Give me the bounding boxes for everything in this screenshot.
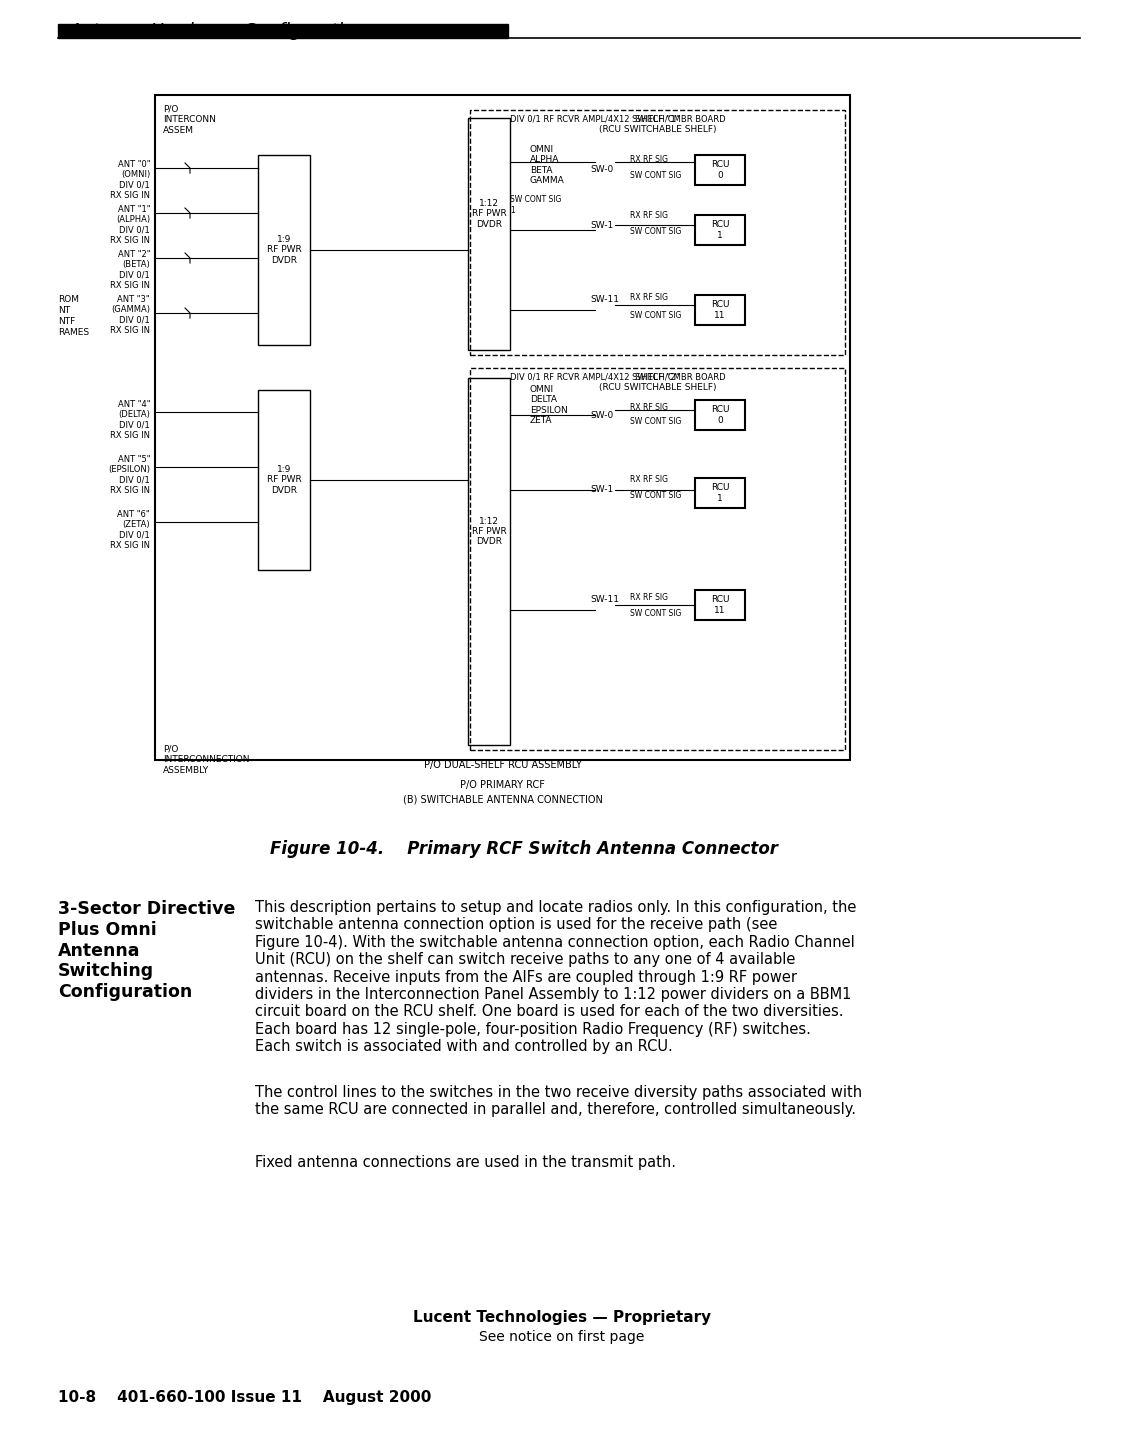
Text: NTF: NTF <box>58 317 75 326</box>
Text: 1:9
RF PWR
DVDR: 1:9 RF PWR DVDR <box>267 235 302 265</box>
Text: 1:12
RF PWR
DVDR: 1:12 RF PWR DVDR <box>471 516 506 546</box>
Text: SHELF "2"
(RCU SWITCHABLE SHELF): SHELF "2" (RCU SWITCHABLE SHELF) <box>598 373 717 392</box>
Text: RX RF SIG: RX RF SIG <box>630 293 668 303</box>
Text: See notice on first page: See notice on first page <box>479 1330 645 1344</box>
Bar <box>155 94 850 759</box>
Text: SHELF "1"
(RCU SWITCHABLE SHELF): SHELF "1" (RCU SWITCHABLE SHELF) <box>598 114 717 134</box>
Text: SW-1: SW-1 <box>590 220 613 229</box>
Text: SW CONT SIG: SW CONT SIG <box>630 418 682 426</box>
Text: SW-0: SW-0 <box>590 410 613 419</box>
Text: 10-8    401-660-100 Issue 11    August 2000: 10-8 401-660-100 Issue 11 August 2000 <box>58 1390 431 1406</box>
Text: ANT "4"
(DELTA)
DIV 0/1
RX SIG IN: ANT "4" (DELTA) DIV 0/1 RX SIG IN <box>110 400 150 440</box>
Text: RCU
1: RCU 1 <box>711 220 729 240</box>
Text: RCU
0: RCU 0 <box>711 160 729 180</box>
Text: P/O DUAL-SHELF RCU ASSEMBLY: P/O DUAL-SHELF RCU ASSEMBLY <box>423 759 582 769</box>
Text: Fixed antenna connections are used in the transmit path.: Fixed antenna connections are used in th… <box>255 1155 676 1170</box>
Text: 1:9
RF PWR
DVDR: 1:9 RF PWR DVDR <box>267 465 302 495</box>
Bar <box>470 110 845 355</box>
Text: ANT "6"
(ZETA)
DIV 0/1
RX SIG IN: ANT "6" (ZETA) DIV 0/1 RX SIG IN <box>110 511 150 551</box>
Text: SW CONT SIG: SW CONT SIG <box>630 492 682 500</box>
Text: ANT "5"
(EPSILON)
DIV 0/1
RX SIG IN: ANT "5" (EPSILON) DIV 0/1 RX SIG IN <box>108 455 150 495</box>
Text: OMNI
ALPHA
BETA
GAMMA: OMNI ALPHA BETA GAMMA <box>530 144 565 186</box>
Text: RCU
11: RCU 11 <box>711 300 729 320</box>
Text: ROM: ROM <box>58 295 79 305</box>
Text: (B) SWITCHABLE ANTENNA CONNECTION: (B) SWITCHABLE ANTENNA CONNECTION <box>403 795 603 805</box>
Text: SW CONT SIG: SW CONT SIG <box>630 170 682 180</box>
Bar <box>695 154 745 184</box>
Text: RX RF SIG: RX RF SIG <box>630 403 668 412</box>
Bar <box>695 214 745 245</box>
Text: SW CONT SIG: SW CONT SIG <box>630 227 682 236</box>
Bar <box>58 24 508 39</box>
Bar <box>468 119 510 350</box>
Text: Lucent Technologies — Proprietary: Lucent Technologies — Proprietary <box>413 1310 711 1326</box>
Text: DIV 0/1 RF RCVR AMPL/4X12 SWITCH/CMBR BOARD: DIV 0/1 RF RCVR AMPL/4X12 SWITCH/CMBR BO… <box>510 114 726 124</box>
Text: SW CONT SIG: SW CONT SIG <box>630 609 682 619</box>
Text: P/O
INTERCONN
ASSEM: P/O INTERCONN ASSEM <box>163 104 216 134</box>
Text: P/O
INTERCONNECTION
ASSEMBLY: P/O INTERCONNECTION ASSEMBLY <box>163 745 250 775</box>
Bar <box>695 400 745 430</box>
Text: SW-0: SW-0 <box>590 166 613 174</box>
Text: OMNI
DELTA
EPSILON
ZETA: OMNI DELTA EPSILON ZETA <box>530 385 568 425</box>
Text: NT: NT <box>58 306 70 315</box>
Text: Figure 10-4.    Primary RCF Switch Antenna Connector: Figure 10-4. Primary RCF Switch Antenna … <box>270 839 778 858</box>
Bar <box>470 368 845 749</box>
Text: ANT "1"
(ALPHA)
DIV 0/1
RX SIG IN: ANT "1" (ALPHA) DIV 0/1 RX SIG IN <box>110 204 150 245</box>
Text: This description pertains to setup and locate radios only. In this configuration: This description pertains to setup and l… <box>255 899 856 1054</box>
Bar <box>258 154 310 345</box>
Text: RX RF SIG: RX RF SIG <box>630 476 668 485</box>
Text: DIV 0/1 RF RCVR AMPL/4X12 SWITCH/CMBR BOARD: DIV 0/1 RF RCVR AMPL/4X12 SWITCH/CMBR BO… <box>510 373 726 382</box>
Text: SW CONT SIG
1: SW CONT SIG 1 <box>510 196 561 214</box>
Text: ANT "2"
(BETA)
DIV 0/1
RX SIG IN: ANT "2" (BETA) DIV 0/1 RX SIG IN <box>110 250 150 290</box>
Text: RAMES: RAMES <box>58 327 89 337</box>
Text: P/O PRIMARY RCF: P/O PRIMARY RCF <box>460 779 544 789</box>
Text: RCU
0: RCU 0 <box>711 405 729 425</box>
Text: ANT "0"
(OMNI)
DIV 0/1
RX SIG IN: ANT "0" (OMNI) DIV 0/1 RX SIG IN <box>110 160 150 200</box>
Text: SW-11: SW-11 <box>590 296 619 305</box>
Text: 3-Sector Directive
Plus Omni
Antenna
Switching
Configuration: 3-Sector Directive Plus Omni Antenna Swi… <box>58 899 235 1001</box>
Text: SW CONT SIG: SW CONT SIG <box>630 310 682 319</box>
Bar <box>695 591 745 621</box>
Bar <box>695 478 745 508</box>
Text: SW-1: SW-1 <box>590 486 613 495</box>
Bar <box>695 295 745 325</box>
Text: RX RF SIG: RX RF SIG <box>630 593 668 602</box>
Text: SW-11: SW-11 <box>590 595 619 605</box>
Bar <box>258 390 310 571</box>
Bar <box>468 378 510 745</box>
Text: RX RF SIG: RX RF SIG <box>630 156 668 164</box>
Text: RCU
1: RCU 1 <box>711 483 729 503</box>
Text: RX RF SIG: RX RF SIG <box>630 210 668 219</box>
Text: ANT "3"
(GAMMA)
DIV 0/1
RX SIG IN: ANT "3" (GAMMA) DIV 0/1 RX SIG IN <box>110 295 150 335</box>
Text: 1:12
RF PWR
DVDR: 1:12 RF PWR DVDR <box>471 199 506 229</box>
Text: The control lines to the switches in the two receive diversity paths associated : The control lines to the switches in the… <box>255 1085 862 1117</box>
Text: RCU
11: RCU 11 <box>711 595 729 615</box>
Text: Antenna Hardware Configurations: Antenna Hardware Configurations <box>70 21 376 40</box>
